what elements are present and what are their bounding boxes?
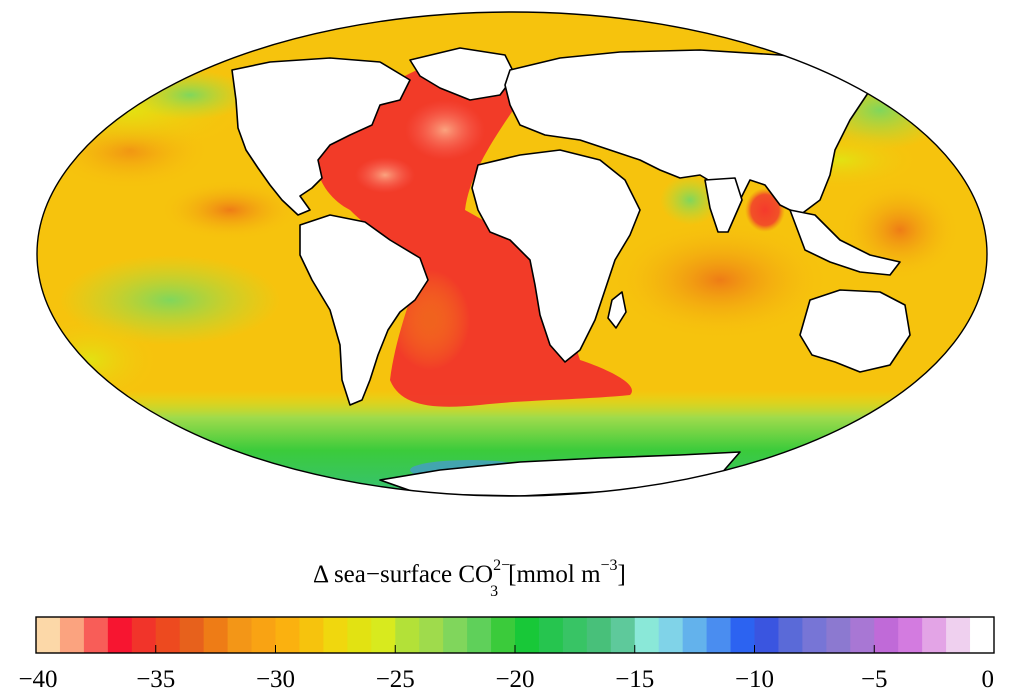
madagascar [607, 291, 627, 329]
colorbar-swatch [323, 617, 348, 653]
colorbar-swatch [730, 617, 755, 653]
colorbar-swatch [275, 617, 300, 653]
colorbar-tick-label: −10 [735, 666, 774, 693]
australia [799, 289, 911, 373]
colorbar-swatch [179, 617, 205, 653]
colorbar-swatch [850, 617, 875, 653]
southeast-asia [789, 209, 901, 276]
colorbar-swatch [83, 617, 109, 653]
colorbar-swatch [155, 617, 181, 653]
colorbar-swatch [227, 617, 253, 653]
colorbar-swatch [826, 617, 851, 653]
colorbar-title: Δ sea−surface CO2− 3[mmol m−3] [313, 557, 626, 600]
colorbar-swatch [107, 617, 133, 653]
colorbar-swatch [467, 617, 492, 653]
colorbar-swatch [491, 617, 516, 653]
colorbar-tick-label: −20 [495, 666, 534, 693]
colorbar-swatch [515, 617, 540, 653]
colorbar: −40 −35 −30 −25 −20 −15 −10 −5 0 [18, 616, 995, 693]
north-america [231, 57, 411, 216]
colorbar-tick-label: −5 [861, 666, 888, 693]
colorbar-swatch [922, 617, 947, 653]
greenland [409, 47, 516, 101]
colorbar-swatch [634, 617, 660, 653]
colorbar-swatch [299, 617, 324, 653]
colorbar-swatch [347, 617, 372, 653]
colorbar-tick-label: −40 [18, 666, 57, 693]
colorbar-swatch [395, 617, 420, 653]
south-america [299, 214, 429, 406]
colorbar-tick-label: −35 [136, 666, 175, 693]
colorbar-swatch [562, 617, 588, 653]
colorbar-swatch [706, 617, 732, 653]
colorbar-swatch [443, 617, 468, 653]
colorbar-swatch [754, 617, 779, 653]
colorbar-swatch [251, 617, 276, 653]
colorbar-tick-label: −25 [376, 666, 415, 693]
colorbar-swatch [898, 617, 923, 653]
colorbar-swatch [682, 617, 708, 653]
globe-outline [36, 11, 988, 497]
colorbar-swatch [538, 617, 564, 653]
africa [471, 149, 641, 363]
colorbar-swatch [371, 617, 396, 653]
colorbar-swatch [874, 617, 899, 653]
colorbar-swatch [419, 617, 444, 653]
colorbar-swatch [131, 617, 157, 653]
colorbar-swatch [59, 617, 85, 653]
colorbar-swatch [778, 617, 803, 653]
colorbar-swatch [203, 617, 229, 653]
colorbar-tick-label: 0 [982, 666, 995, 693]
colorbar-swatch [658, 617, 684, 653]
colorbar-swatch [586, 617, 612, 653]
colorbar-swatch [610, 617, 636, 653]
colorbar-tick-label: −30 [256, 666, 295, 693]
india [704, 177, 743, 233]
colorbar-swatch [970, 617, 995, 653]
colorbar-swatch [802, 617, 827, 653]
colorbar-swatch [36, 617, 61, 653]
colorbar-tick-label: −15 [615, 666, 654, 693]
colorbar-swatch [946, 617, 971, 653]
